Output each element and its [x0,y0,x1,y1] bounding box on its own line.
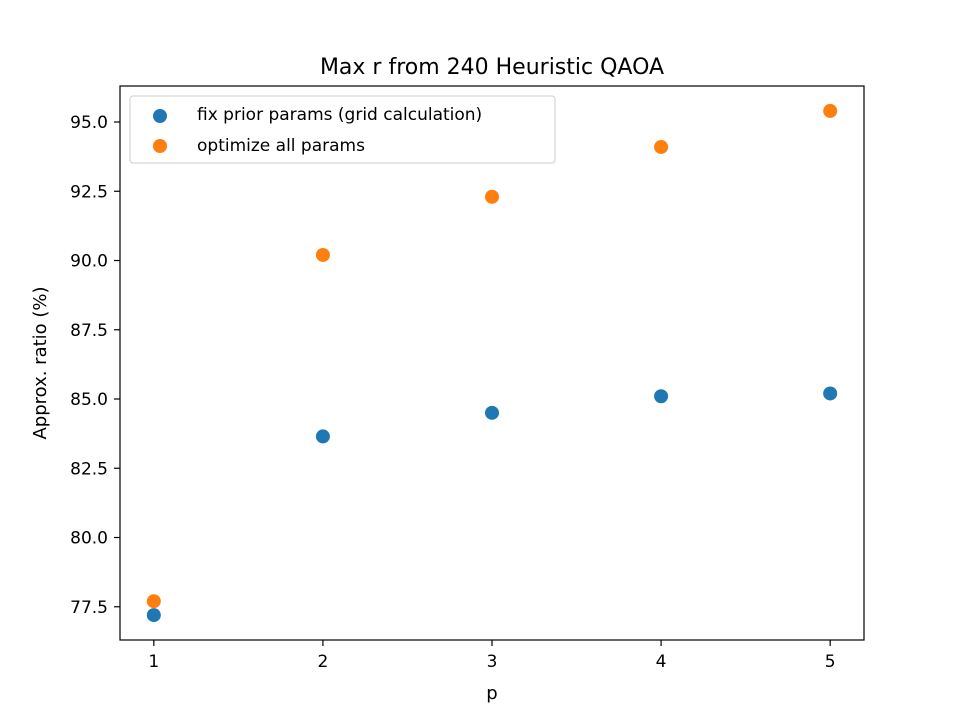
y-tick-label: 90.0 [70,252,108,272]
chart-title: Max r from 240 Heuristic QAOA [320,55,664,80]
y-tick-label: 95.0 [70,113,108,133]
y-tick-label: 92.5 [70,182,108,202]
data-point-series-1 [315,429,330,444]
x-tick-label: 5 [825,652,836,672]
data-points [146,103,838,623]
y-tick-label: 82.5 [70,459,108,479]
axis-ticks: 1 2 3 4 5 77.5 80.0 82.5 85.0 87.5 90.0 92.5 95.0 [70,113,835,672]
data-point-series-2 [823,103,838,118]
x-axis-label: p [486,683,497,704]
data-point-series-2 [485,189,499,204]
x-tick-label: 3 [487,652,498,672]
y-tick-label: 87.5 [70,321,108,341]
y-tick-label: 80.0 [70,529,108,549]
data-point-series-1 [146,608,161,623]
x-tick-label: 4 [656,652,667,672]
legend-box [129,95,556,164]
x-tick-label: 1 [148,652,159,672]
plot-frame [119,85,865,641]
y-axis-label: Approx. ratio (%) [30,286,51,439]
data-point-series-2 [654,139,669,154]
legend-marker-series-1 [153,109,167,123]
data-point-series-1 [823,386,838,401]
y-tick-label: 85.0 [70,390,108,410]
y-tick-label: 77.5 [70,598,108,618]
legend-label-series-2: optimize all params [197,136,365,156]
data-point-series-1 [654,389,669,404]
legend-marker-series-2 [153,139,167,153]
legend: fix prior params (grid calculation) opti… [129,95,556,164]
legend-label-series-1: fix prior params (grid calculation) [197,105,482,125]
data-point-series-2 [146,594,161,609]
x-tick-label: 2 [317,652,328,672]
data-point-series-2 [315,247,330,262]
data-point-series-1 [485,405,499,420]
